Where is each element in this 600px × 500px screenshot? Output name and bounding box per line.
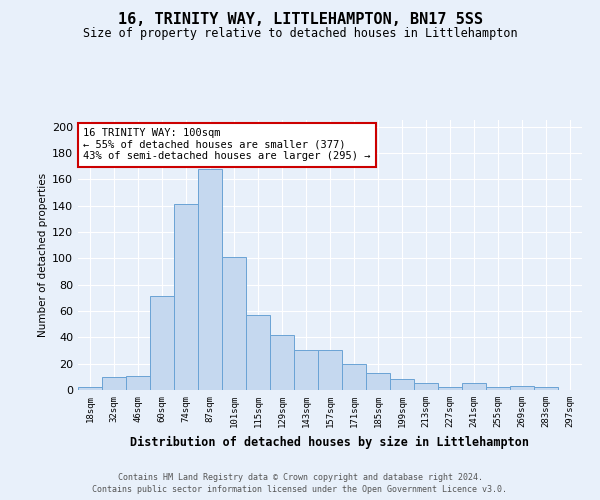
Bar (126, 376, 150, 390)
Text: Contains public sector information licensed under the Open Government Licence v3: Contains public sector information licen… (92, 486, 508, 494)
Bar (366, 373, 390, 390)
Y-axis label: Number of detached properties: Number of detached properties (38, 173, 48, 337)
Bar (462, 384, 486, 390)
Bar (342, 364, 366, 390)
Text: Size of property relative to detached houses in Littlehampton: Size of property relative to detached ho… (83, 28, 517, 40)
Bar (102, 377, 126, 390)
Bar (318, 350, 342, 390)
Bar (174, 204, 198, 390)
Bar (150, 296, 174, 390)
Bar (198, 168, 222, 390)
Bar (390, 380, 414, 390)
Bar (270, 334, 294, 390)
Bar (510, 386, 534, 390)
Bar (534, 388, 558, 390)
Text: Contains HM Land Registry data © Crown copyright and database right 2024.: Contains HM Land Registry data © Crown c… (118, 473, 482, 482)
Bar (294, 350, 318, 390)
Text: 16, TRINITY WAY, LITTLEHAMPTON, BN17 5SS: 16, TRINITY WAY, LITTLEHAMPTON, BN17 5SS (118, 12, 482, 28)
Bar (486, 388, 510, 390)
Bar (414, 384, 438, 390)
Text: Distribution of detached houses by size in Littlehampton: Distribution of detached houses by size … (131, 436, 530, 449)
Bar (78, 388, 102, 390)
Bar (438, 388, 462, 390)
Bar (222, 257, 246, 390)
Text: 16 TRINITY WAY: 100sqm
← 55% of detached houses are smaller (377)
43% of semi-de: 16 TRINITY WAY: 100sqm ← 55% of detached… (83, 128, 371, 162)
Bar (246, 315, 270, 390)
